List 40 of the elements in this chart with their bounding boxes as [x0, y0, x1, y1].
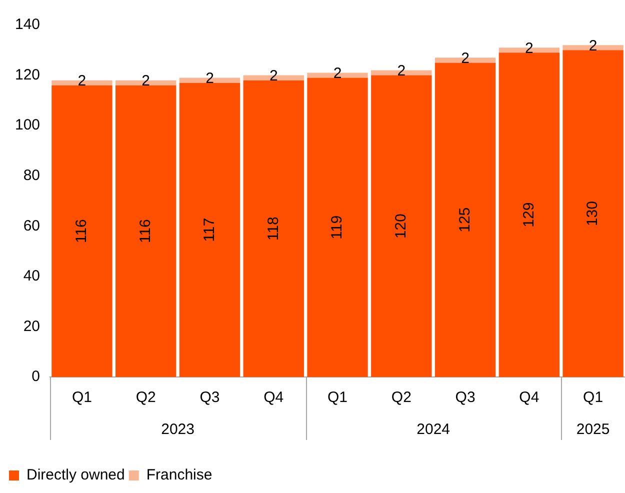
data-label: 116 — [136, 219, 154, 244]
x-tick-label: Q1 — [72, 389, 92, 406]
text: 2023 — [161, 421, 194, 438]
data-label: 116 — [73, 219, 90, 244]
data-label: 2 — [397, 62, 406, 80]
y-tick-label: 140 — [14, 16, 40, 34]
text: 2025 — [576, 421, 610, 438]
data-label: 2 — [525, 40, 534, 57]
data-label: 125 — [456, 207, 474, 232]
data-label: 129 — [520, 202, 538, 228]
y-tick-label: 60 — [23, 217, 40, 234]
data-label: 2 — [588, 37, 598, 54]
x-tick-label: Q3 — [455, 389, 476, 406]
legend-label: Directly owned — [26, 466, 125, 484]
y-tick-label: 0 — [32, 368, 40, 386]
legend-label: Franchise — [146, 466, 212, 484]
y-tick-label: 120 — [14, 66, 40, 84]
data-label: 117 — [200, 218, 218, 242]
x-tick-label: Q4 — [519, 389, 540, 406]
data-label: 2 — [269, 67, 278, 84]
x-tick-label: Q4 — [264, 389, 284, 406]
y-tick-label: 20 — [23, 318, 40, 335]
data-label: 2 — [461, 50, 470, 67]
data-label: 2 — [206, 70, 214, 87]
y-tick-label: 80 — [23, 167, 40, 184]
data-label: 130 — [584, 201, 602, 226]
x-tick-label: Q1 — [328, 389, 348, 406]
data-label: 118 — [264, 216, 282, 241]
x-tick-label: Q2 — [136, 389, 156, 406]
x-tick-label: Q2 — [391, 389, 412, 406]
text: 2024 — [416, 421, 450, 438]
y-tick-label: 40 — [23, 268, 40, 285]
data-label: 120 — [392, 214, 410, 239]
data-label: 119 — [328, 215, 346, 240]
x-tick-label: Q3 — [200, 389, 220, 406]
y-tick-label: 100 — [14, 116, 40, 134]
data-label: 2 — [78, 72, 86, 90]
x-tick-label: Q1 — [583, 389, 604, 406]
data-label: 2 — [142, 72, 150, 90]
data-label: 2 — [333, 64, 342, 82]
